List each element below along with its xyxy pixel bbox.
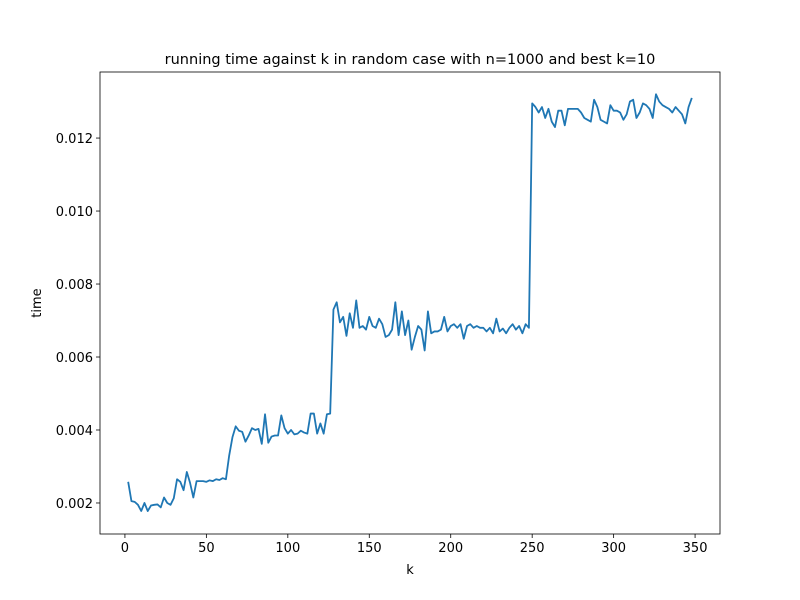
y-tick-label: 0.012 (56, 132, 93, 147)
x-tick-label: 150 (357, 541, 382, 556)
y-tick-label: 0.010 (56, 205, 93, 220)
y-tick-label: 0.004 (56, 424, 93, 439)
y-tick-label: 0.006 (56, 351, 93, 366)
data-line (127, 93, 693, 512)
x-tick-label: 300 (601, 541, 626, 556)
chart-title: running time against k in random case wi… (165, 52, 656, 68)
y-tick-label: 0.002 (56, 497, 93, 512)
plot-frame (99, 71, 721, 535)
x-tick-label: 350 (683, 541, 708, 556)
x-tick-label: 200 (438, 541, 463, 556)
x-tick-label: 50 (198, 541, 215, 556)
x-tick-label: 250 (520, 541, 545, 556)
y-tick-label: 0.008 (56, 278, 93, 293)
x-axis-label: k (406, 563, 414, 578)
x-tick-label: 0 (121, 541, 129, 556)
x-tick-label: 100 (275, 541, 300, 556)
y-axis-label: time (30, 288, 45, 317)
